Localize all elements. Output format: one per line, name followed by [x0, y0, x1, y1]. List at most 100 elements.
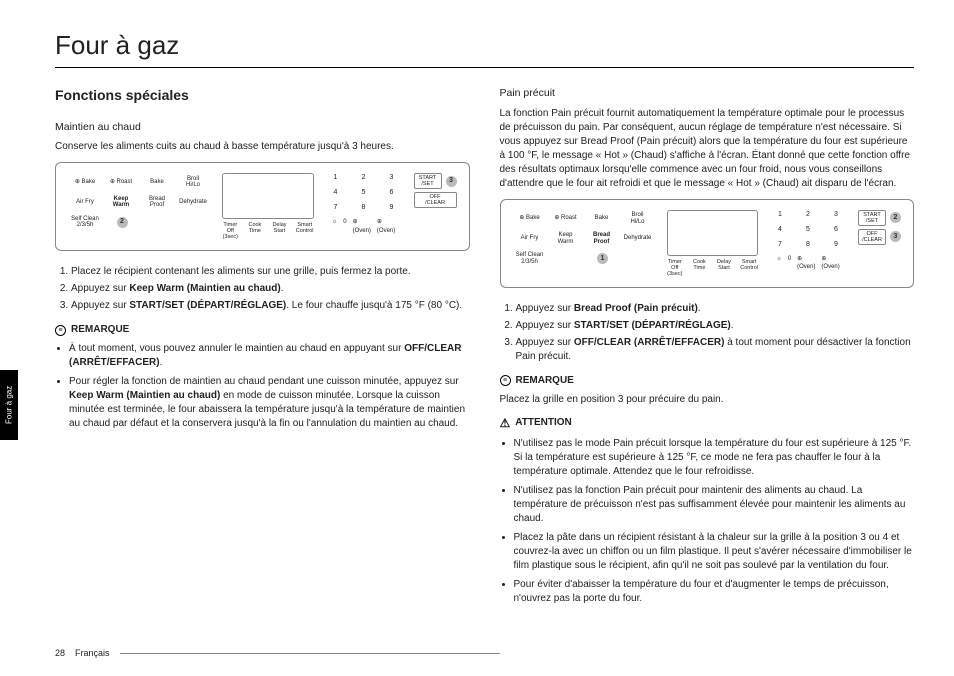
attn-2: N'utilisez pas la fonction Pain précuit … — [514, 484, 915, 526]
step-2-bp: Appuyez sur START/SET (DÉPART/RÉGLAGE). — [516, 319, 915, 333]
title-rule — [55, 67, 914, 68]
key-0: 0 — [343, 218, 346, 235]
key-5: 5 — [354, 188, 374, 201]
cell-bake-r: ⊕ Bake — [513, 215, 547, 222]
btn-off-right: OFF /CLEAR — [858, 229, 886, 245]
keypad-bottom-left: ☼ 0 ⊕ (Oven) ⊕ (Oven) — [326, 218, 402, 235]
panel-left-grid: ⊕ Bake ⊕ Roast Bake Broil Hi/Lo Air Fry … — [68, 173, 210, 234]
cell-selfclean: Self Clean 2/3/5h — [68, 216, 102, 229]
callout-3-right: 3 — [890, 231, 901, 242]
bottom-timer-r: Timer Off (3sec) — [667, 259, 684, 277]
cell-broil-r: Broil Hi/Lo — [621, 212, 655, 225]
panel-left-grid-r: ⊕ Bake ⊕ Roast Bake Broil Hi/Lo Air Fry … — [513, 210, 655, 268]
attn-3: Placez la pâte dans un récipient résista… — [514, 531, 915, 573]
step-3-bp: Appuyez sur OFF/CLEAR (ARRÊT/EFFACER) à … — [516, 336, 915, 364]
cell-keepwarm: Keep Warm — [104, 196, 138, 209]
cell-airfry: Air Fry — [68, 199, 102, 206]
cell-breadproof-r: Bread Proof — [585, 232, 619, 245]
callout-2-right: 2 — [890, 212, 901, 223]
cell-dehydrate: Dehydrate — [176, 199, 210, 206]
key-8: 8 — [354, 203, 374, 216]
key-4: 4 — [326, 188, 346, 201]
key-3: 3 — [382, 173, 402, 186]
display-box-right — [667, 210, 759, 256]
bullet-2-left: Pour régler la fonction de maintien au c… — [69, 375, 470, 431]
control-panel-left: ⊕ Bake ⊕ Roast Bake Broil Hi/Lo Air Fry … — [55, 162, 470, 251]
content-columns: Fonctions spéciales Maintien au chaud Co… — [55, 86, 914, 611]
key-1-r: 1 — [770, 210, 790, 223]
panel-bottom-labels-left: Timer Off (3sec) Cook Time Delay Start S… — [222, 222, 314, 240]
key-2-r: 2 — [798, 210, 818, 223]
side-tab: Four à gaz — [0, 370, 18, 440]
attention-label: ATTENTION — [515, 416, 571, 430]
cell-bake: ⊕ Bake — [68, 179, 102, 186]
attention-heading: ⚠ ATTENTION — [500, 415, 915, 432]
attn-4: Pour éviter d'abaisser la température du… — [514, 578, 915, 606]
note-heading-right: ≡ REMARQUE — [500, 374, 915, 388]
note-text-right: Placez la grille en position 3 pour préc… — [500, 393, 915, 407]
key-oven1-r: ⊕ (Oven) — [797, 255, 815, 272]
key-7-r: 7 — [770, 240, 790, 253]
key-oven2: ⊕ (Oven) — [377, 218, 395, 235]
left-column: Fonctions spéciales Maintien au chaud Co… — [55, 86, 470, 611]
sub-heading-keepwarm: Maintien au chaud — [55, 120, 470, 135]
cell-breadproof: Bread Proof — [140, 196, 174, 209]
key-8-r: 8 — [798, 240, 818, 253]
key-6: 6 — [382, 188, 402, 201]
panel-center-right: Timer Off (3sec) Cook Time Delay Start S… — [667, 210, 759, 277]
warning-icon: ⚠ — [500, 415, 511, 432]
panel-keypad-left: 1 2 3 4 5 6 7 8 9 ☼ 0 ⊕ (Oven) ⊕ (Oven) — [326, 173, 402, 235]
cell-selfclean-r: Self Clean 2/3/5h — [513, 252, 547, 265]
panel-keypad-right: 1 2 3 4 5 6 7 8 9 ☼ 0 ⊕ (Oven) ⊕ (Oven) — [770, 210, 846, 272]
cell-airfry-r: Air Fry — [513, 235, 547, 242]
panel-right-btns-left: START /SET 3 OFF /CLEAR — [414, 173, 457, 208]
cell-bakeP-r: Bake — [585, 215, 619, 222]
steps-keepwarm: Placez le récipient contenant les alimen… — [55, 265, 470, 313]
cell-keepwarm-r: Keep Warm — [549, 232, 583, 245]
page-title: Four à gaz — [55, 30, 914, 61]
key-4-r: 4 — [770, 225, 790, 238]
page-footer: 28 Français — [55, 648, 500, 658]
right-column: Pain précuit La fonction Pain précuit fo… — [500, 86, 915, 611]
note-label-left: REMARQUE — [71, 323, 129, 337]
attn-1: N'utilisez pas le mode Pain précuit lors… — [514, 437, 915, 479]
cell-bakeP: Bake — [140, 179, 174, 186]
key-9: 9 — [382, 203, 402, 216]
bottom-delay: Delay Start — [271, 222, 288, 240]
note-heading-left: ≡ REMARQUE — [55, 323, 470, 337]
note-bullets-left: À tout moment, vous pouvez annuler le ma… — [55, 342, 470, 431]
sub-heading-breadproof: Pain précuit — [500, 86, 915, 101]
step-2-kw: Appuyez sur Keep Warm (Maintien au chaud… — [71, 282, 470, 296]
cell-broil: Broil Hi/Lo — [176, 176, 210, 189]
intro-breadproof: La fonction Pain précuit fournit automat… — [500, 107, 915, 191]
step-1-bp: Appuyez sur Bread Proof (Pain précuit). — [516, 302, 915, 316]
display-box-left — [222, 173, 314, 219]
callout-3-left: 3 — [446, 176, 457, 187]
attention-bullets: N'utilisez pas le mode Pain précuit lors… — [500, 437, 915, 606]
key-2: 2 — [354, 173, 374, 186]
intro-keepwarm: Conserve les aliments cuits au chaud à b… — [55, 140, 470, 154]
bottom-timer: Timer Off (3sec) — [222, 222, 239, 240]
bottom-cooktime-r: Cook Time — [691, 259, 708, 277]
steps-breadproof: Appuyez sur Bread Proof (Pain précuit). … — [500, 302, 915, 364]
key-3-r: 3 — [826, 210, 846, 223]
key-light: ☼ — [332, 218, 338, 235]
callout-1-right: 1 — [585, 253, 619, 264]
note-icon: ≡ — [55, 325, 66, 336]
panel-center-left: Timer Off (3sec) Cook Time Delay Start S… — [222, 173, 314, 240]
key-0-r: 0 — [788, 255, 791, 272]
panel-right-btns-r: START /SET 2 OFF /CLEAR 3 — [858, 210, 901, 245]
btn-start-left: START /SET — [414, 173, 442, 189]
bottom-smart-r: Smart Control — [740, 259, 758, 277]
bullet-1-left: À tout moment, vous pouvez annuler le ma… — [69, 342, 470, 370]
section-heading: Fonctions spéciales — [55, 86, 470, 106]
page-language: Français — [75, 648, 110, 658]
key-oven2-r: ⊕ (Oven) — [821, 255, 839, 272]
btn-start-right: START /SET — [858, 210, 886, 226]
cell-dehydrate-r: Dehydrate — [621, 235, 655, 242]
note-icon-r: ≡ — [500, 375, 511, 386]
key-5-r: 5 — [798, 225, 818, 238]
page-number: 28 — [55, 648, 65, 658]
bottom-cooktime: Cook Time — [247, 222, 264, 240]
key-1: 1 — [326, 173, 346, 186]
